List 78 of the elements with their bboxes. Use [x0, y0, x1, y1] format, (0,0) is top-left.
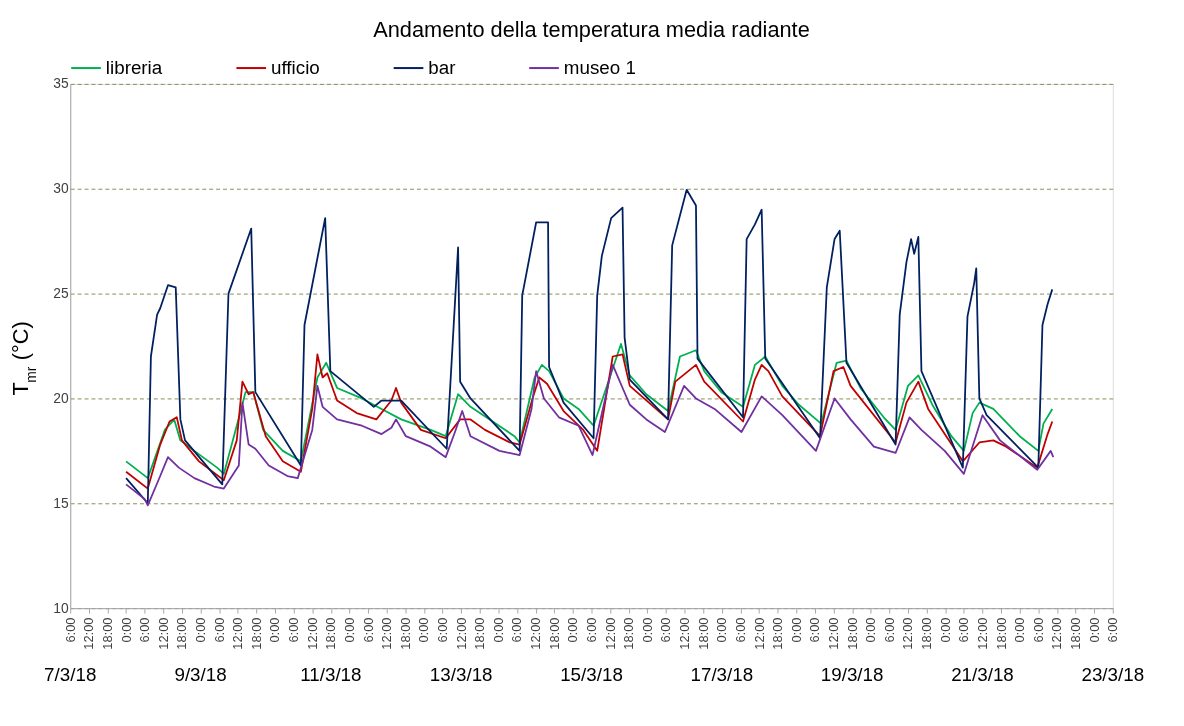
- y-tick-label: 15: [53, 494, 70, 511]
- x-tick-label: 18:00: [770, 617, 786, 650]
- x-tick-label: 18:00: [397, 617, 413, 650]
- x-tick-label: 6:00: [435, 617, 451, 643]
- x-tick-label: 12:00: [602, 617, 618, 650]
- x-tick-label: 6:00: [658, 617, 674, 643]
- x-tick-label: 18:00: [248, 617, 264, 650]
- x-tick-label: 6:00: [211, 617, 227, 643]
- x-tick-label: 12:00: [900, 617, 916, 650]
- x-tick-label: 0:00: [565, 617, 581, 643]
- x-tick-label: 0:00: [937, 617, 953, 643]
- x-tick-label: 0:00: [1012, 617, 1028, 643]
- x-tick-label: 6:00: [286, 617, 302, 643]
- x-tick-label: 18:00: [695, 617, 711, 650]
- y-tick-label: 35: [53, 75, 70, 92]
- x-tick-label: 12:00: [974, 617, 990, 650]
- legend-label: ufficio: [271, 57, 320, 78]
- y-tick-label: 30: [53, 180, 70, 197]
- text: 13/3/18: [429, 664, 493, 686]
- x-tick-label: 18:00: [323, 617, 339, 650]
- x-tick-label: 12:00: [751, 617, 767, 650]
- x-tick-label: 18:00: [99, 617, 115, 650]
- x-tick-label: 6:00: [807, 617, 823, 643]
- x-tick-label: 0:00: [714, 617, 730, 643]
- text: 15/3/18: [560, 664, 623, 686]
- legend-label: bar: [428, 57, 456, 78]
- x-tick-label: 6:00: [732, 617, 748, 643]
- x-tick-label: 18:00: [844, 617, 860, 650]
- x-tick-label: 12:00: [155, 617, 171, 650]
- x-tick-label: 0:00: [341, 617, 357, 643]
- x-tick-label: 12:00: [230, 617, 246, 650]
- x-tick-label: 18:00: [546, 617, 562, 650]
- x-tick-label: 6:00: [62, 617, 78, 643]
- x-tick-label: 6:00: [1105, 617, 1121, 643]
- y-axis-title: Tmr (°C): [7, 321, 39, 396]
- x-tick-label: 18:00: [993, 617, 1009, 650]
- x-tick-label: 0:00: [863, 617, 879, 643]
- text: 17/3/18: [690, 664, 754, 686]
- x-tick-label: 6:00: [137, 617, 153, 643]
- text: 19/3/18: [820, 664, 884, 686]
- x-tick-label: 12:00: [304, 617, 320, 650]
- x-tick-label: 18:00: [174, 617, 190, 650]
- x-tick-label: 0:00: [490, 617, 506, 643]
- x-tick-label: 0:00: [118, 617, 134, 643]
- x-tick-label: 12:00: [379, 617, 395, 650]
- x-tick-label: 12:00: [453, 617, 469, 650]
- text: 11/3/18: [300, 664, 362, 686]
- x-tick-label: 0:00: [193, 617, 208, 643]
- x-tick-label: 6:00: [583, 617, 599, 643]
- x-tick-label: 12:00: [825, 617, 841, 650]
- legend-label: libreria: [105, 57, 163, 78]
- x-tick-label: 0:00: [267, 617, 283, 643]
- text: 7/3/18: [44, 664, 97, 686]
- x-tick-label: 12:00: [528, 617, 544, 650]
- x-tick-label: 6:00: [881, 617, 897, 643]
- x-tick-label: 18:00: [472, 617, 488, 650]
- x-tick-label: 6:00: [1030, 617, 1046, 643]
- x-tick-label: 18:00: [1068, 617, 1083, 650]
- x-tick-label: 6:00: [956, 617, 972, 643]
- x-tick-label: 18:00: [919, 617, 935, 650]
- x-tick-label: 6:00: [509, 617, 525, 643]
- x-tick-label: 12:00: [81, 617, 97, 650]
- x-tick-label: 18:00: [621, 617, 637, 650]
- x-tick-label: 12:00: [677, 617, 693, 650]
- x-tick-label: 0:00: [788, 617, 804, 643]
- x-tick-label: 12:00: [1049, 617, 1065, 650]
- y-tick-label: 25: [53, 285, 70, 302]
- y-tick-label: 10: [53, 599, 70, 616]
- text: 21/3/18: [951, 664, 1014, 686]
- legend-label: museo 1: [563, 57, 636, 78]
- x-tick-label: 0:00: [1086, 617, 1102, 643]
- x-tick-label: 6:00: [360, 617, 376, 643]
- text: 23/3/18: [1081, 664, 1145, 686]
- chart-title: Andamento della temperatura media radiante: [373, 17, 810, 43]
- x-tick-label: 0:00: [416, 617, 432, 643]
- x-tick-label: 0:00: [639, 617, 655, 643]
- y-tick-label: 20: [53, 389, 70, 406]
- text: 9/3/18: [174, 664, 227, 686]
